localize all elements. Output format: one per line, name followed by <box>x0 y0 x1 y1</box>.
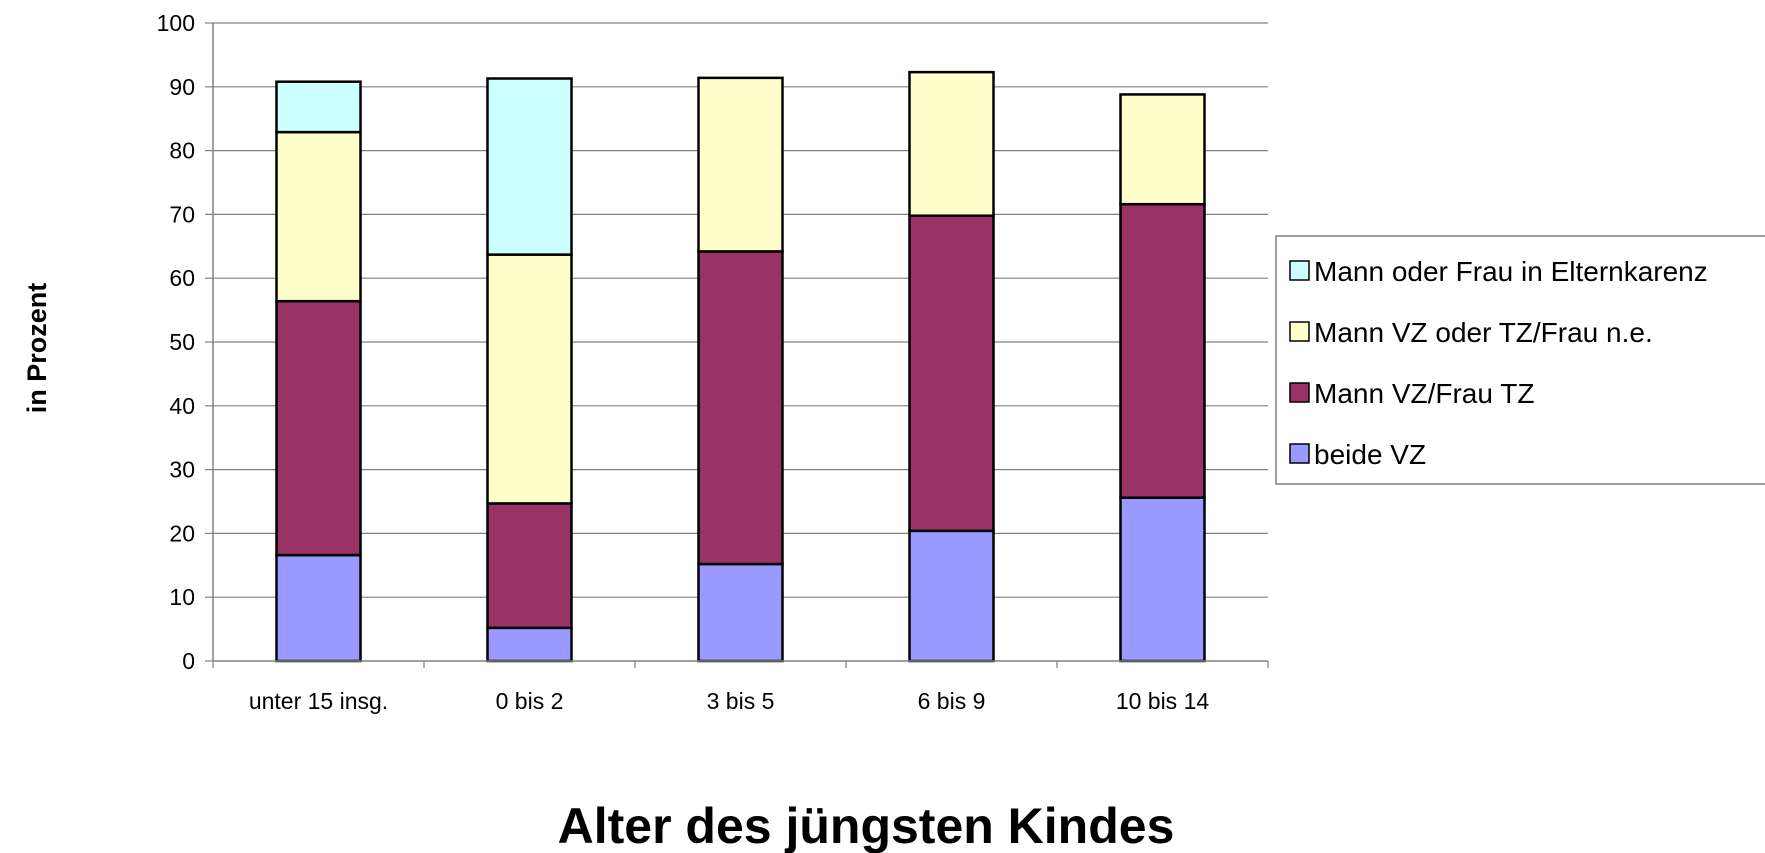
bar-segment <box>908 70 995 217</box>
legend-label: beide VZ <box>1314 439 1426 470</box>
y-tick-label: 30 <box>169 457 195 483</box>
legend-label: Mann VZ/Frau TZ <box>1314 378 1534 409</box>
x-tick-label: unter 15 insg. <box>249 688 388 714</box>
bars-group <box>275 70 1206 663</box>
x-tick-label: 0 bis 2 <box>496 688 564 714</box>
legend-label: Mann VZ oder TZ/Frau n.e. <box>1314 317 1653 348</box>
bar-segment <box>486 253 573 505</box>
bar-segment <box>275 299 362 557</box>
y-tick-label: 80 <box>169 138 195 164</box>
legend: Mann oder Frau in Elternkarenz Mann VZ od… <box>1275 235 1765 485</box>
y-axis-title: in Prozent <box>22 283 52 414</box>
y-tick-label: 60 <box>169 265 195 291</box>
bar-segment <box>1119 496 1206 663</box>
axes <box>205 22 1269 668</box>
bar-segment <box>486 502 573 630</box>
bar-segment <box>1119 93 1206 206</box>
y-tick-labels: 0 10 20 30 40 50 60 70 80 90 100 <box>157 10 195 674</box>
bar-segment <box>275 553 362 663</box>
y-tick-label: 90 <box>169 74 195 100</box>
x-tick-labels: unter 15 insg. 0 bis 2 3 bis 5 6 bis 9 10 bi… <box>249 688 1210 714</box>
legend-swatch <box>1289 382 1310 403</box>
bar-segment <box>1119 202 1206 499</box>
x-tick-label: 3 bis 5 <box>707 688 775 714</box>
bar-segment <box>908 214 995 533</box>
y-tick-label: 50 <box>169 329 195 355</box>
x-tick-label: 10 bis 14 <box>1116 688 1210 714</box>
y-tick-label: 100 <box>157 10 195 36</box>
legend-label: Mann oder Frau in Elternkarenz <box>1314 256 1708 287</box>
bar-segment <box>697 562 784 663</box>
legend-swatch <box>1289 321 1310 342</box>
bar-segment <box>697 250 784 566</box>
legend-box <box>1275 235 1765 485</box>
y-tick-label: 40 <box>169 393 195 419</box>
bar-segment <box>275 80 362 134</box>
x-tick-label: 6 bis 9 <box>918 688 986 714</box>
bar-segment <box>697 76 784 253</box>
y-tick-label: 10 <box>169 584 195 610</box>
bar-segment <box>486 626 573 663</box>
y-tick-label: 0 <box>182 648 195 674</box>
bar-segment <box>908 529 995 663</box>
legend-swatch <box>1289 443 1310 464</box>
y-tick-label: 20 <box>169 520 195 546</box>
legend-swatch <box>1289 260 1310 281</box>
x-axis-title: Alter des jüngsten Kindes <box>558 798 1175 853</box>
y-tick-label: 70 <box>169 201 195 227</box>
bar-segment <box>275 130 362 303</box>
bar-segment <box>486 77 573 256</box>
